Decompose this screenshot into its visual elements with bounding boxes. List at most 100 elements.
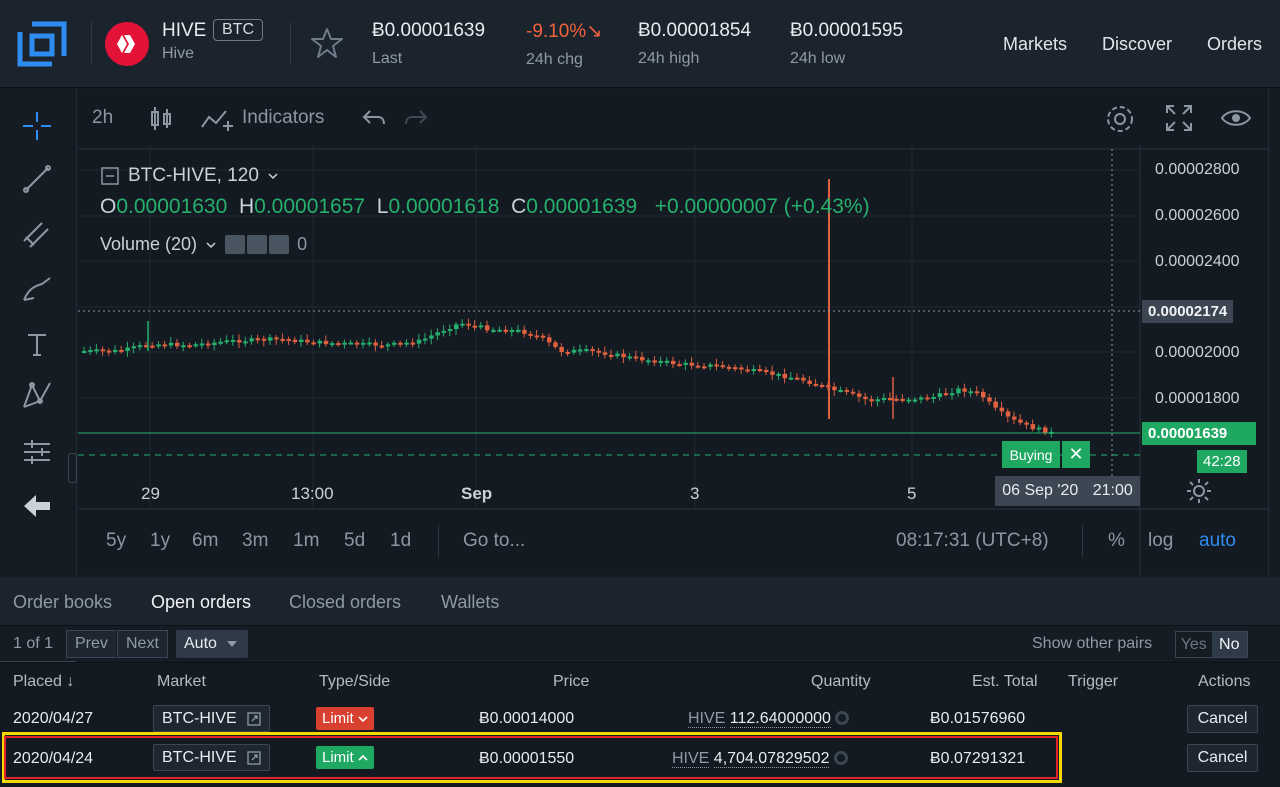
col-type-side: Type/Side (319, 673, 391, 690)
cancel-order-line-button[interactable]: ✕ (1062, 441, 1090, 468)
candle-style-icon[interactable] (148, 105, 174, 133)
candle (888, 398, 893, 401)
stat-24h-high: Ƀ0.00001854 24h high (638, 20, 751, 68)
indicators-button[interactable]: Indicators (242, 107, 325, 128)
candle (875, 399, 881, 402)
range-5d[interactable]: 5d (344, 530, 366, 551)
nav-markets[interactable]: Markets (1003, 34, 1068, 54)
market-name: BTC-HIVE (162, 709, 237, 727)
measure-icon[interactable] (20, 434, 54, 468)
candle (640, 356, 645, 361)
range-6m[interactable]: 6m (192, 530, 219, 551)
range-3m[interactable]: 3m (242, 530, 269, 551)
candle (950, 393, 955, 396)
crosshair-icon[interactable] (20, 109, 54, 143)
collapse-legend-icon[interactable] (100, 166, 120, 186)
settings-gear-icon[interactable] (1104, 103, 1136, 135)
fullscreen-icon[interactable] (1164, 103, 1194, 133)
next-page-button[interactable]: Next (117, 630, 168, 658)
col-placed[interactable]: Placed ↓ (13, 673, 75, 690)
percent-scale-toggle[interactable]: % (1108, 530, 1125, 551)
candle (968, 391, 974, 394)
candle (813, 383, 819, 386)
prev-page-button[interactable]: Prev (66, 630, 116, 658)
candle (764, 369, 769, 372)
volume-legend[interactable]: Volume (20) 0 (100, 234, 307, 255)
candle (534, 335, 540, 338)
candle (671, 360, 676, 365)
favorite-star-icon[interactable] (310, 26, 344, 60)
auto-refresh-select[interactable]: Auto (176, 630, 248, 658)
spinner-icon (835, 711, 850, 725)
pattern-icon[interactable] (20, 379, 54, 413)
indicators-icon[interactable] (200, 107, 236, 133)
show-other-pairs-toggle[interactable]: Yes No (1175, 631, 1248, 658)
quantity-value: 112.64000000 (729, 710, 831, 728)
market-link[interactable]: BTC-HIVE (153, 744, 270, 771)
open-value: 0.00001630 (116, 195, 228, 218)
candle (268, 337, 273, 341)
undo-icon[interactable] (362, 107, 386, 129)
candle (354, 342, 360, 345)
market-link[interactable]: BTC-HIVE (153, 705, 270, 732)
interval-selector[interactable]: 2h (92, 107, 114, 128)
order-type: Limit (322, 710, 354, 727)
range-1d[interactable]: 1d (390, 530, 412, 551)
timezone-clock[interactable]: 08:17:31 (UTC+8) (896, 530, 1049, 551)
range-5y[interactable]: 5y (106, 530, 127, 551)
candle (900, 398, 905, 401)
candle (292, 339, 298, 343)
buy-order-line-label[interactable]: Buying (1002, 441, 1060, 468)
chart-legend-symbol[interactable]: BTC-HIVE, 120 (100, 165, 279, 187)
candle (881, 398, 887, 401)
stat-label: 24h high (638, 50, 700, 67)
candle (516, 329, 521, 332)
trend-line-icon[interactable] (20, 162, 54, 196)
candle (255, 338, 261, 341)
price-chart[interactable]: 2h Indicators BTC-HIVE, 120 O0.00001630 … (68, 89, 1268, 575)
candle (317, 340, 323, 344)
candle (385, 344, 391, 347)
scroll-left-handle[interactable] (68, 453, 77, 483)
log-scale-toggle[interactable]: log (1148, 530, 1174, 551)
tab-wallets[interactable]: Wallets (441, 592, 500, 612)
eye-icon[interactable] (1220, 105, 1252, 131)
nav-discover[interactable]: Discover (1102, 34, 1173, 54)
candle (131, 346, 137, 349)
gear-icon[interactable] (247, 235, 268, 254)
row-highlight-outer (2, 732, 1062, 783)
visibility-icon[interactable] (225, 235, 246, 254)
candle (726, 366, 732, 369)
tab-closed-orders[interactable]: Closed orders (289, 592, 402, 612)
brush-icon[interactable] (20, 272, 54, 306)
candle (1024, 422, 1029, 425)
toggle-yes[interactable]: Yes (1180, 635, 1207, 653)
cancel-order-button[interactable]: Cancel (1187, 744, 1258, 772)
toggle-no[interactable]: No (1211, 632, 1247, 657)
nav-orders[interactable]: Orders (1207, 34, 1263, 54)
side-panel-edge (1268, 89, 1280, 575)
order-price: Ƀ0.00014000 (479, 710, 575, 727)
stat-label: 24h low (790, 50, 846, 67)
back-arrow-icon[interactable] (20, 489, 54, 523)
auto-scale-toggle[interactable]: auto (1199, 530, 1236, 551)
range-1y[interactable]: 1y (150, 530, 171, 551)
candle (615, 353, 620, 357)
exchange-logo[interactable] (16, 20, 68, 68)
goto-button[interactable]: Go to... (463, 530, 526, 551)
range-1m[interactable]: 1m (293, 530, 320, 551)
candlestick-chart[interactable] (78, 89, 1268, 575)
cancel-order-button[interactable]: Cancel (1187, 705, 1258, 733)
text-tool-icon[interactable] (20, 327, 54, 361)
candle (751, 369, 757, 372)
redo-icon[interactable] (404, 107, 428, 129)
row-highlight-inner (4, 736, 1058, 779)
quantity-value: 4,704.07829502 (713, 750, 830, 768)
tab-open-orders[interactable]: Open orders (151, 592, 252, 612)
top-bar: HIVE BTC Hive Ƀ0.00001639 Last -9.10%↘ 2… (0, 0, 1280, 88)
crosshair-price-label: 0.00002174 (1142, 300, 1234, 323)
brightness-icon[interactable] (1186, 478, 1212, 504)
close-icon[interactable] (269, 235, 290, 254)
tab-order-books[interactable]: Order books (13, 592, 113, 612)
pitchfork-icon[interactable] (20, 217, 54, 251)
